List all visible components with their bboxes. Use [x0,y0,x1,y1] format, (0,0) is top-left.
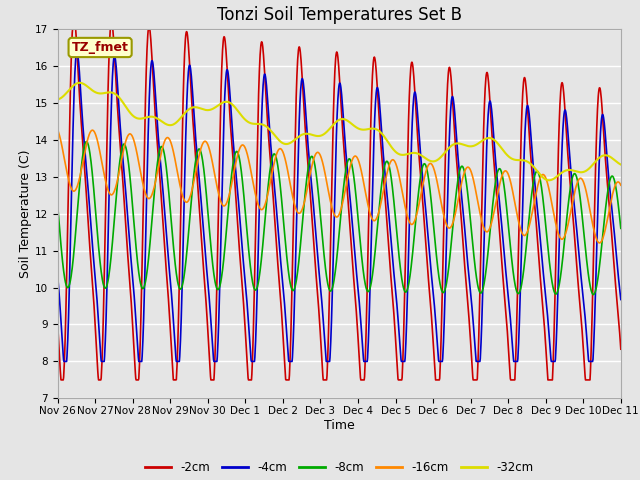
Legend: -2cm, -4cm, -8cm, -16cm, -32cm: -2cm, -4cm, -8cm, -16cm, -32cm [141,456,538,479]
Y-axis label: Soil Temperature (C): Soil Temperature (C) [19,149,32,278]
Text: TZ_fmet: TZ_fmet [72,41,129,54]
X-axis label: Time: Time [324,419,355,432]
Title: Tonzi Soil Temperatures Set B: Tonzi Soil Temperatures Set B [217,6,461,24]
